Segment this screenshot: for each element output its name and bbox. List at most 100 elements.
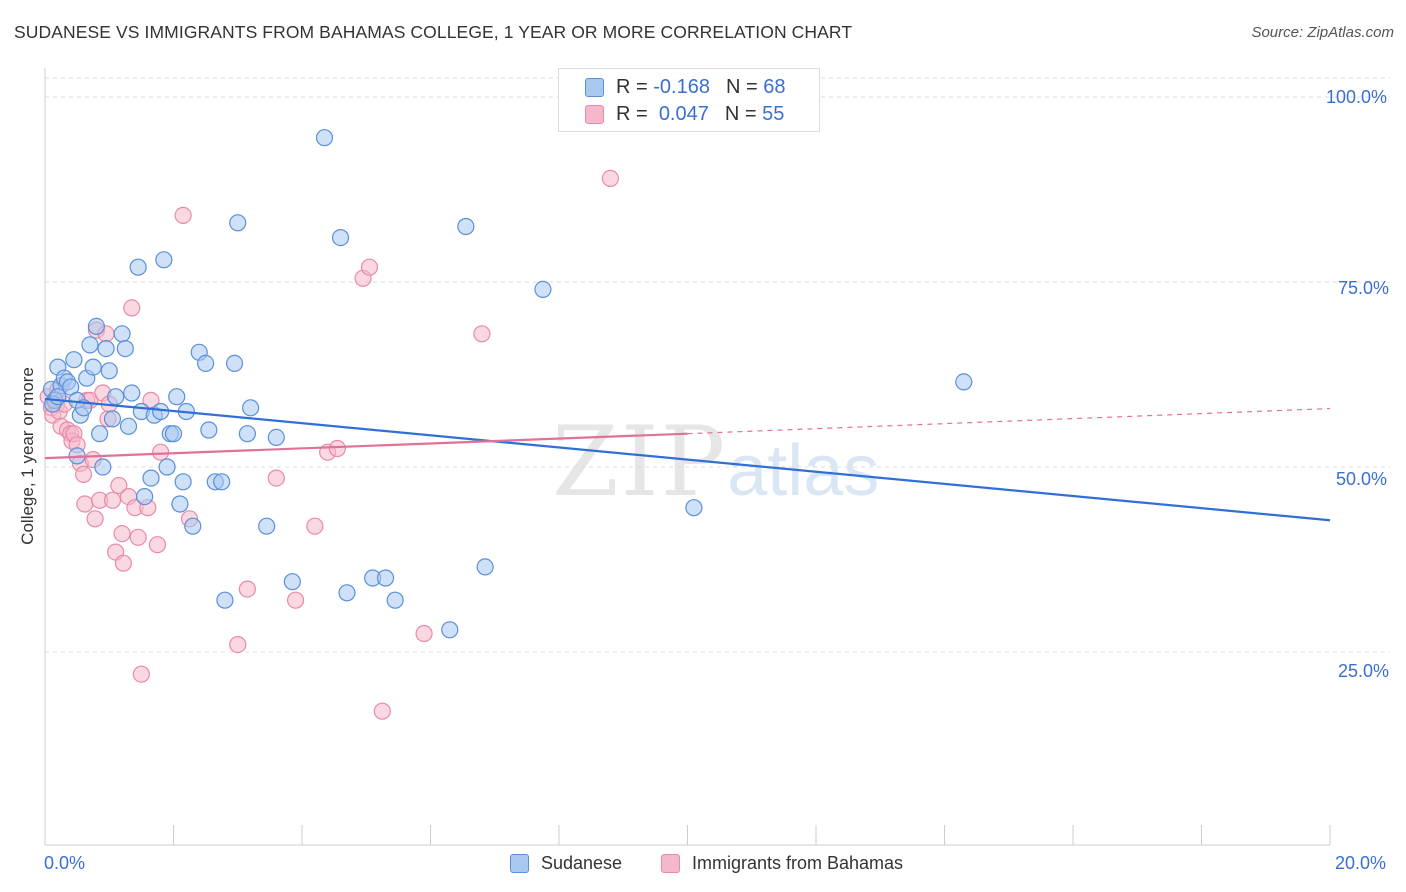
legend-label-bahamas: Immigrants from Bahamas [692, 853, 904, 873]
sudanese-point [113, 325, 131, 343]
sudanese-point [685, 499, 703, 517]
bahamas-point [103, 491, 122, 509]
sudanese-point [168, 388, 186, 406]
legend-r-label: R = [616, 75, 648, 98]
bahamas-point [328, 439, 346, 458]
bahamas-point [238, 580, 256, 598]
correlation-legend: R = -0.168 N = 68 R = 0.047 N = 55 [558, 68, 820, 132]
bahamas-point [601, 169, 620, 187]
sudanese-point [315, 129, 334, 147]
bahamas-point [373, 702, 391, 720]
sudanese-point [84, 358, 102, 376]
sudanese-point [386, 591, 404, 609]
bahamas-point [415, 624, 433, 643]
sudanese-point [955, 373, 973, 391]
legend-swatch-pink [661, 854, 680, 873]
sudanese-point [81, 336, 99, 354]
bahamas-point [360, 258, 379, 276]
y-tick-label-75: 75.0% [1338, 278, 1390, 298]
sudanese-point [107, 388, 125, 406]
sudanese-point [197, 354, 215, 372]
bahamas-point [152, 443, 170, 461]
sudanese-point [200, 421, 218, 439]
source-label: Source: ZipAtlas.com [1251, 24, 1394, 41]
legend-swatch-blue [510, 854, 529, 873]
sudanese-point [376, 569, 395, 587]
sudanese-point [476, 558, 494, 576]
sudanese-point [119, 417, 138, 435]
legend-r-value: 0.047 [658, 102, 709, 125]
sudanese-point [97, 340, 115, 358]
sudanese-point [65, 351, 83, 369]
bahamas-point [148, 536, 167, 554]
bahamas-point [306, 517, 324, 535]
sudanese-point [91, 425, 109, 443]
series-legend: Sudanese Immigrants from Bahamas [0, 852, 1406, 878]
sudanese-point [158, 458, 176, 476]
bahamas-point [132, 665, 150, 683]
legend-n-label: N = [725, 75, 758, 98]
bahamas-point [174, 206, 192, 224]
legend-row-bahamas: R = 0.047 N = 55 [585, 101, 784, 127]
legend-label-sudanese: Sudanese [541, 853, 623, 873]
bahamas-point [113, 524, 131, 543]
legend-swatch-pink [585, 104, 604, 124]
sudanese-point [534, 280, 552, 298]
sudanese-point [87, 317, 106, 335]
legend-item-sudanese: Sudanese [510, 853, 622, 874]
sudanese-point [171, 495, 189, 513]
sudanese-point [142, 469, 160, 487]
legend-swatch-blue [585, 77, 604, 97]
sudanese-point [338, 584, 356, 602]
sudanese-point [213, 473, 231, 491]
x-tick-label-max: 20.0% [1335, 853, 1387, 873]
y-axis-label: College, 1 year or more [18, 367, 37, 545]
y-tick-label-50: 50.0% [1336, 469, 1388, 489]
bahamas-point [110, 476, 128, 495]
sudanese-point [457, 217, 475, 236]
sudanese-point [242, 399, 260, 417]
sudanese-point [103, 410, 122, 428]
sudanese-point [116, 340, 134, 358]
bahamas-point [229, 635, 247, 654]
watermark: ZIPatlas [552, 406, 879, 518]
bahamas-point [286, 591, 305, 609]
bahamas-point [76, 495, 94, 513]
sudanese-point [258, 517, 276, 535]
sudanese-point [164, 425, 183, 443]
sudanese-point [267, 428, 285, 446]
sudanese-point [184, 517, 202, 535]
bahamas-point [86, 510, 104, 528]
sudanese-point [331, 229, 350, 247]
sudanese-point [123, 384, 141, 402]
x-tick-label-min: 0.0% [44, 853, 86, 873]
sudanese-point [152, 402, 170, 421]
watermark-zip: ZIP [552, 406, 728, 518]
sudanese-point [49, 388, 67, 406]
sudanese-point [100, 362, 118, 380]
y-tick-label-100: 100.0% [1326, 87, 1388, 107]
sudanese-point [174, 473, 192, 491]
legend-r-label: R = [616, 102, 648, 125]
bahamas-point [473, 325, 491, 343]
legend-n-value: 55 [762, 102, 785, 125]
legend-r-value: -0.168 [653, 75, 710, 98]
legend-n-value: 68 [763, 75, 786, 98]
bahamas-point [114, 554, 132, 572]
sudanese-point [94, 458, 112, 476]
y-tick-label-25: 25.0% [1338, 661, 1390, 681]
sudanese-point [135, 488, 154, 506]
legend-item-bahamas: Immigrants from Bahamas [661, 853, 903, 874]
sudanese-point [155, 251, 173, 269]
bahamas-trend-line-extension [687, 407, 1331, 435]
sudanese-point [129, 258, 147, 276]
bahamas-point [123, 299, 141, 317]
sudanese-point [238, 425, 256, 443]
sudanese-point [283, 573, 301, 591]
chart-title: SUDANESE VS IMMIGRANTS FROM BAHAMAS COLL… [14, 22, 853, 42]
sudanese-point [229, 214, 247, 232]
sudanese-point [441, 621, 459, 639]
bahamas-point [74, 465, 93, 483]
bahamas-trend-line [44, 432, 688, 460]
